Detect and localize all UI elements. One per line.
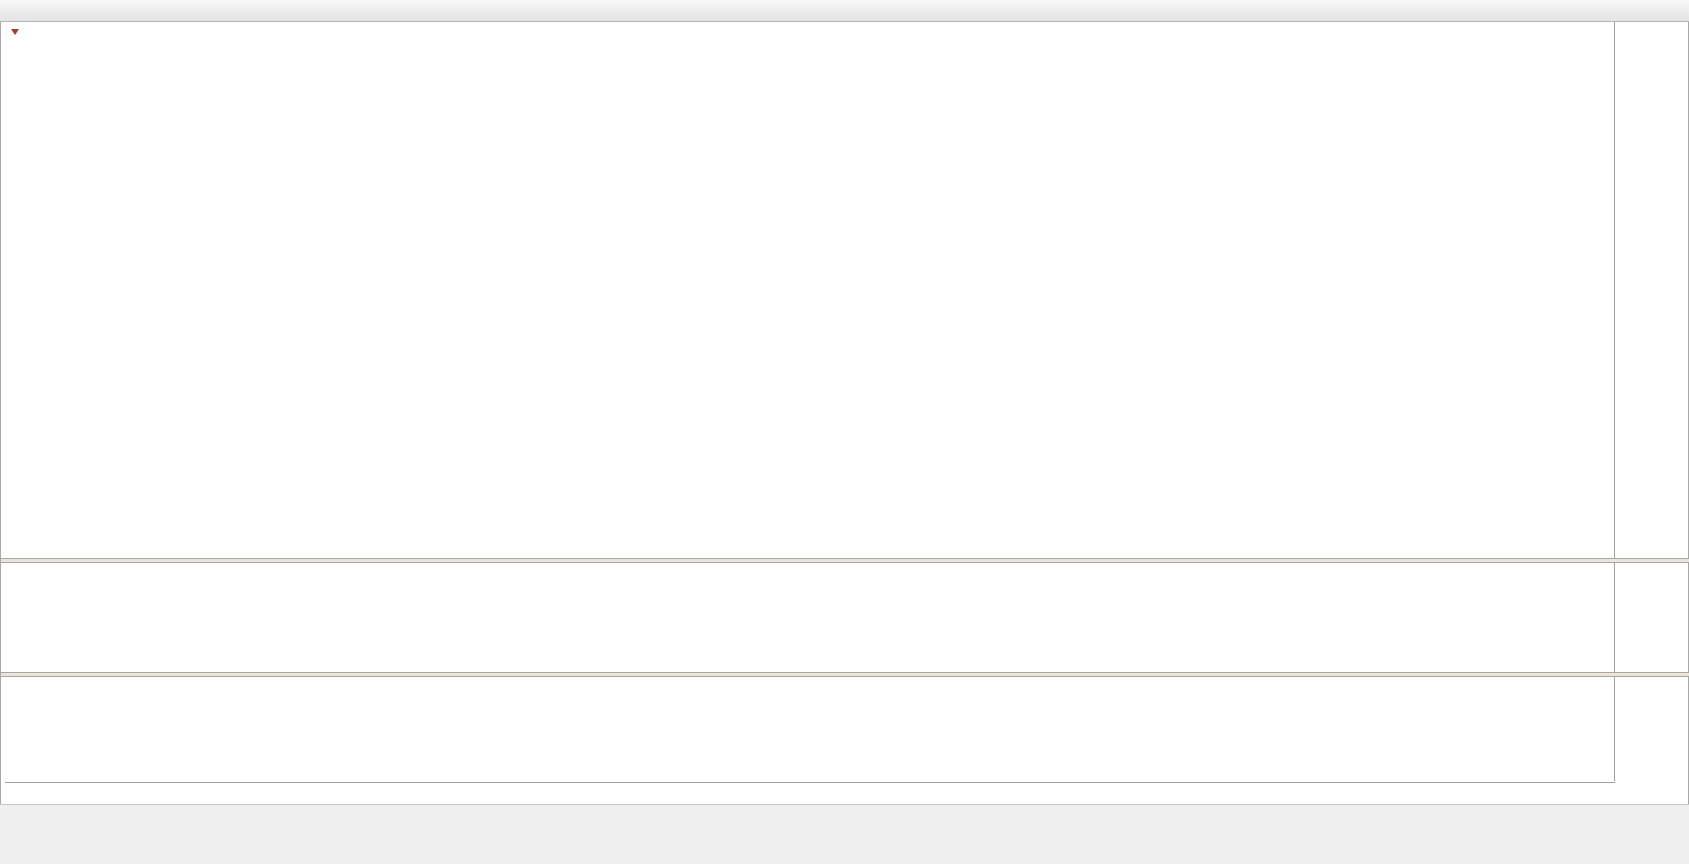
chart-title [11, 29, 49, 35]
one-click-trading-icon[interactable] [11, 29, 19, 35]
chart-canvas[interactable] [5, 24, 1615, 780]
window-footer [0, 804, 1689, 864]
panel-divider-macd[interactable] [1, 558, 1689, 563]
chart-window [0, 22, 1689, 804]
price-scale[interactable] [1614, 22, 1688, 781]
main-toolbar [0, 0, 1689, 22]
time-axis[interactable] [5, 782, 1615, 803]
panel-divider-rsi[interactable] [1, 672, 1689, 677]
